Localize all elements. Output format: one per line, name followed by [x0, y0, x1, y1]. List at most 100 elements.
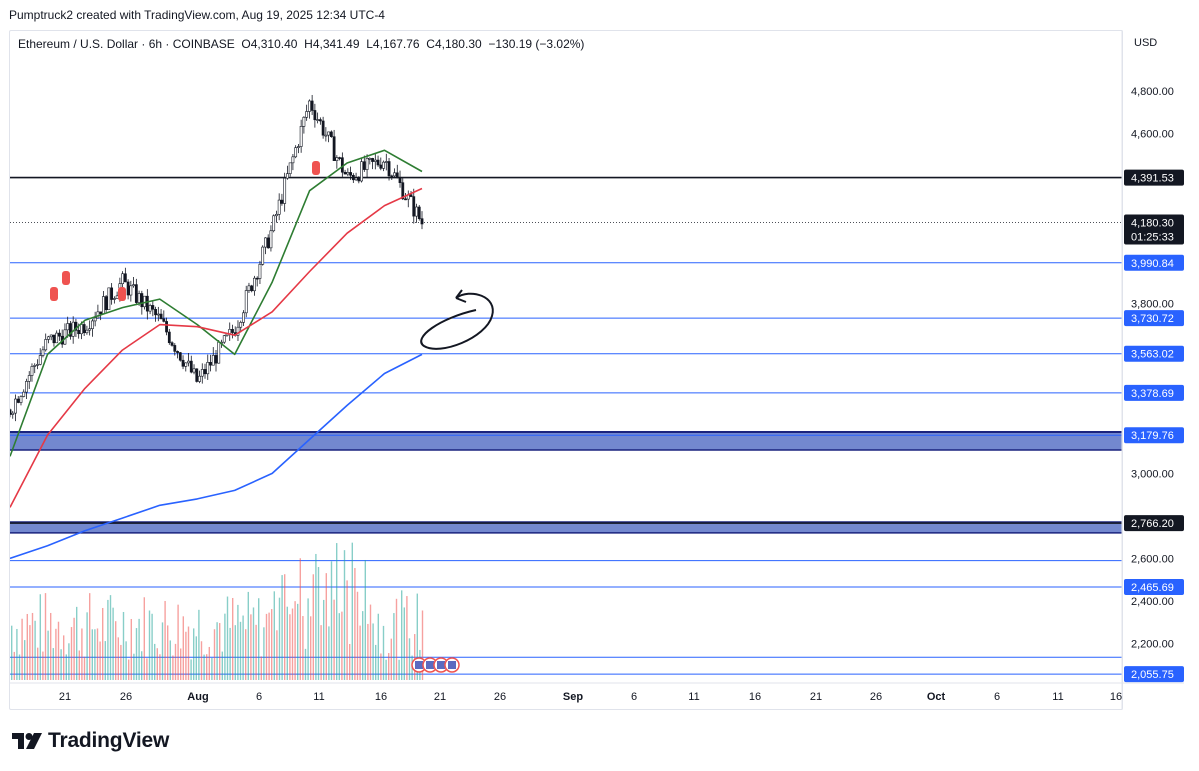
volume-bar — [96, 628, 99, 680]
price-label-tag — [1124, 310, 1184, 327]
candle-body — [313, 110, 317, 121]
candle-body — [371, 158, 374, 162]
volume-bar — [356, 591, 359, 680]
candle-body — [286, 173, 289, 179]
price-label-tag — [1124, 579, 1184, 596]
candle-body — [395, 172, 399, 179]
y-tick-label: 4,800.00 — [1131, 86, 1174, 98]
volume-bar — [268, 612, 270, 680]
candle-body — [85, 329, 89, 334]
price-label-tag — [1124, 169, 1184, 186]
candle-body — [272, 215, 276, 232]
candle-body — [69, 323, 72, 337]
volume-bar — [284, 574, 286, 680]
candle-body — [351, 174, 355, 181]
candle-body — [14, 398, 17, 414]
volume-bar — [200, 641, 203, 680]
candle-body — [288, 162, 292, 174]
volume-bar — [65, 654, 67, 680]
volume-bar — [31, 612, 34, 680]
high-label: H — [304, 37, 313, 51]
volume-bar — [174, 643, 177, 680]
volume-bar — [330, 561, 333, 680]
price-label-text: 3,378.69 — [1131, 388, 1174, 400]
volume-bar — [104, 641, 106, 680]
volume-bar — [13, 651, 15, 680]
candle-body — [296, 146, 300, 148]
volume-bar — [362, 611, 364, 680]
support-zone-1 — [10, 522, 1122, 533]
volume-bar — [354, 568, 356, 680]
volume-bar — [112, 607, 114, 680]
price-label-tag — [1124, 666, 1184, 683]
volume-bar — [141, 651, 143, 680]
candle-body — [382, 161, 385, 169]
volume-bar — [304, 648, 307, 680]
volume-bar — [224, 613, 226, 680]
candle-body — [349, 172, 352, 176]
volume-bar — [128, 659, 130, 680]
candle-body — [299, 126, 303, 147]
volume-bar — [315, 553, 317, 680]
volume-bar — [265, 613, 268, 680]
candle-body — [214, 355, 218, 364]
candle-body — [365, 158, 369, 170]
ma-mid-line — [10, 187, 423, 508]
volume-bar — [81, 628, 83, 680]
candle-body — [250, 285, 254, 292]
price-label-text: 2,055.75 — [1131, 669, 1174, 681]
candle-body — [36, 364, 39, 366]
ma-fast-line — [10, 149, 423, 457]
candle-body — [307, 100, 311, 112]
ma-slow-line — [10, 353, 423, 560]
volume-bar — [359, 625, 361, 680]
candle-body — [247, 285, 251, 291]
volume-bar — [273, 591, 275, 680]
candle-body — [384, 161, 388, 163]
candle-body — [264, 237, 267, 248]
x-tick-label: 26 — [870, 691, 882, 703]
candle-body — [49, 334, 53, 338]
volume-bar — [138, 618, 140, 680]
volume-bar — [161, 622, 164, 680]
volume-bar — [107, 599, 109, 680]
volume-bar — [414, 634, 416, 680]
volume-bar — [122, 611, 125, 680]
price-label-text: 3,563.02 — [1131, 349, 1174, 361]
volume-bar — [195, 636, 197, 680]
candle-body — [373, 159, 377, 162]
volume-bar — [390, 638, 392, 680]
candle-body — [387, 161, 391, 177]
volume-bar — [221, 651, 223, 680]
volume-bar — [317, 567, 320, 680]
volume-bar — [372, 623, 374, 680]
candle-body — [145, 295, 149, 312]
symbol-label[interactable]: Ethereum / U.S. Dollar · 6h · COINBASE — [18, 37, 235, 51]
currency-selector[interactable]: USD — [1134, 37, 1158, 49]
volume-bar — [333, 599, 335, 680]
price-label-text: 3,990.84 — [1131, 258, 1174, 270]
candle-body — [412, 196, 416, 217]
x-tick-label: 11 — [1052, 691, 1063, 703]
volume-bar — [328, 626, 330, 680]
candle-body — [255, 277, 259, 280]
candle-body — [80, 324, 83, 335]
candle-body — [409, 194, 413, 197]
economic-event-flag-icon — [444, 657, 460, 673]
volume-bar — [320, 625, 322, 680]
volume-bar — [338, 613, 340, 680]
volume-bar — [185, 631, 187, 680]
candle-body — [151, 305, 155, 310]
volume-bar — [109, 595, 112, 680]
x-tick-label: 16 — [1110, 691, 1122, 703]
candle-body — [275, 213, 278, 217]
volume-bar — [211, 657, 213, 680]
volume-bar — [68, 643, 70, 680]
candle-body — [121, 273, 125, 284]
volume-bar — [91, 629, 93, 680]
candle-body — [93, 317, 97, 322]
volume-bar — [380, 653, 382, 680]
event-marker — [118, 287, 126, 301]
volume-bar — [208, 646, 210, 680]
